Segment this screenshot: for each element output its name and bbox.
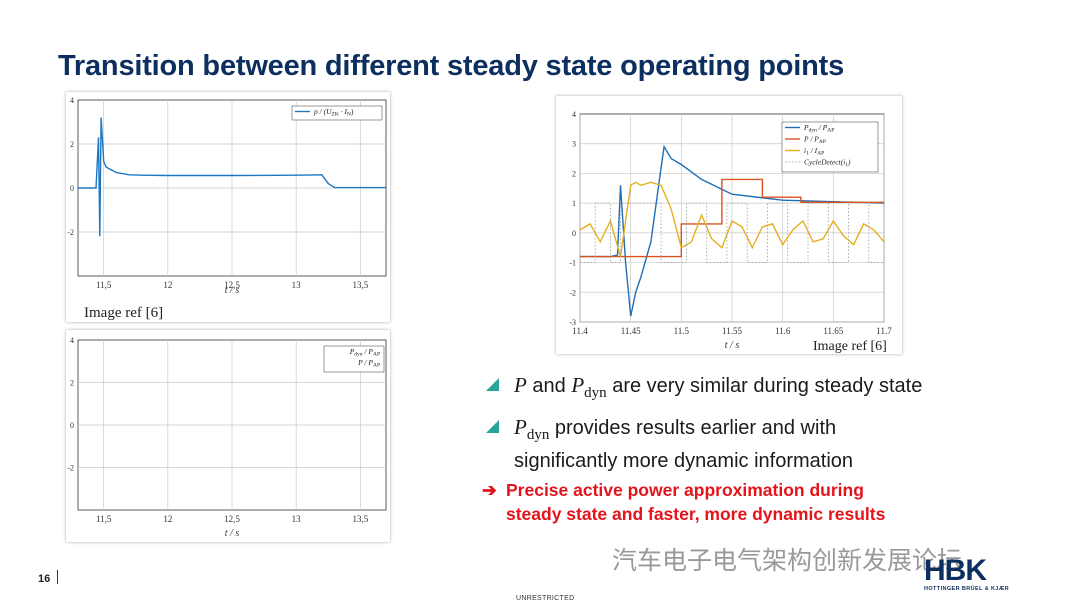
y-tick-label: 0 (572, 229, 576, 238)
hbk-logo: HBK HOTTINGER BRÜEL & KJÆR (924, 556, 1028, 602)
x-axis-label: t / s (725, 340, 740, 351)
x-axis-label: t / s (225, 285, 240, 296)
math-p: P (514, 415, 527, 439)
conclusion: ➔ Precise active power approximation duri… (482, 478, 885, 526)
x-tick-label: 12,5 (224, 280, 240, 290)
y-tick-label: -1 (569, 259, 576, 268)
legend-entry: p / (UZK · IN) (313, 107, 354, 118)
legend: p / (UZK · IN) (291, 105, 383, 121)
y-tick-label: 4 (572, 110, 576, 119)
page-number-divider (57, 570, 58, 584)
y-tick-label: 1 (572, 199, 576, 208)
x-tick-label: 13,5 (352, 280, 368, 290)
x-tick-label: 11.4 (572, 326, 588, 336)
legend-entry: P / PAP (357, 358, 380, 369)
y-tick-label: 0 (70, 421, 74, 430)
y-tick-label: -2 (67, 464, 74, 473)
y-tick-label: -3 (569, 318, 576, 327)
x-tick-label: 11.5 (674, 326, 690, 336)
arrow-right-icon: ➔ (482, 480, 497, 500)
classification-label: UNRESTRICTED (516, 595, 575, 602)
x-tick-label: 11,5 (96, 280, 112, 290)
y-tick-label: 2 (70, 140, 74, 149)
series-line (580, 178, 884, 258)
legend-entry: i1 / IAP (804, 146, 824, 157)
y-tick-label: 2 (572, 169, 576, 178)
chart-top-left: 11,5 12 12,5 13 13,5 4 2 0 -2 t / s p / (UZK · IN) (67, 96, 387, 296)
bullet-item-2: Pdyn provides results earlier and with s… (486, 414, 1046, 474)
conclusion-line-1: Precise active power approximation durin… (506, 480, 864, 500)
x-tick-label: 11.55 (722, 326, 742, 336)
conclusion-line-2: steady state and faster, more dynamic re… (506, 504, 886, 524)
legend-entry: P / PAP (803, 135, 826, 146)
bullet-list: P and Pdyn are very similar during stead… (486, 372, 1046, 482)
y-tick-label: 2 (70, 379, 74, 388)
chart-card-top-left: 11,5 12 12,5 13 13,5 4 2 0 -2 t / s p / (UZK · IN)… (66, 92, 390, 322)
math-sub: dyn (584, 385, 607, 401)
legend-entry: Pdyn / PAP (803, 123, 834, 134)
page-number: 16 (38, 573, 51, 585)
legend-entry: Pdyn / PAP (349, 347, 380, 358)
x-tick-label: 12 (163, 280, 172, 290)
y-tick-label: 0 (70, 184, 74, 193)
y-tick-label: 4 (70, 96, 74, 105)
triangle-bullet-icon (486, 420, 499, 433)
math-p: P (571, 373, 585, 397)
x-tick-label: 12,5 (224, 514, 240, 524)
y-tick-label: -2 (67, 228, 74, 237)
x-tick-label: 11.65 (823, 326, 843, 336)
bullet-text: and (526, 375, 572, 397)
logo-subtitle: HOTTINGER BRÜEL & KJÆR (924, 586, 1010, 592)
chart-card-bottom-left: 11,5 12 12,5 13 13,5 4 2 0 -2 t / s Pdyn / PAP P / … (66, 330, 390, 542)
bullet-text: provides results earlier and with (549, 417, 837, 439)
logo-text: HBK (924, 554, 987, 587)
y-tick-label: 4 (70, 336, 74, 345)
series-line (580, 202, 884, 263)
image-ref-right: Image ref [6] (813, 339, 887, 354)
chart-right: 11.4 11.45 11.5 11.55 11.6 11.65 11.7 4 3 2 1 0 -1 -2… (569, 110, 892, 351)
slide-title: Transition between different steady stat… (58, 50, 845, 82)
x-tick-label: 13 (292, 514, 302, 524)
x-tick-label: 13 (292, 280, 302, 290)
series-line (580, 144, 885, 317)
bullet-text: are very similar during steady state (606, 375, 923, 397)
y-tick-label: 3 (572, 140, 576, 149)
image-ref-left: Image ref [6] (84, 305, 164, 321)
y-tick-label: -2 (569, 288, 576, 297)
legend-entry: CycleDetect(i1) (804, 158, 851, 169)
watermark: 汽车电子电气架构创新发展论坛 (612, 546, 963, 575)
chart-card-right: 11.4 11.45 11.5 11.55 11.6 11.65 11.7 4 3 2 1 0 -1 -2… (556, 96, 902, 354)
bullet-item-1: P and Pdyn are very similar during stead… (486, 372, 1046, 406)
series-line (78, 117, 386, 237)
bullet-text-line2: significantly more dynamic information (514, 450, 854, 472)
x-axis-label: t / s (225, 528, 240, 539)
math-sub: dyn (526, 427, 550, 443)
math-p: P (514, 373, 527, 397)
x-tick-label: 11.6 (775, 326, 791, 336)
triangle-bullet-icon (486, 378, 499, 391)
x-tick-label: 11,5 (96, 514, 112, 524)
x-tick-label: 11.7 (876, 326, 892, 336)
x-tick-label: 13,5 (352, 514, 368, 524)
x-tick-label: 11.45 (621, 326, 641, 336)
x-tick-label: 12 (163, 514, 172, 524)
